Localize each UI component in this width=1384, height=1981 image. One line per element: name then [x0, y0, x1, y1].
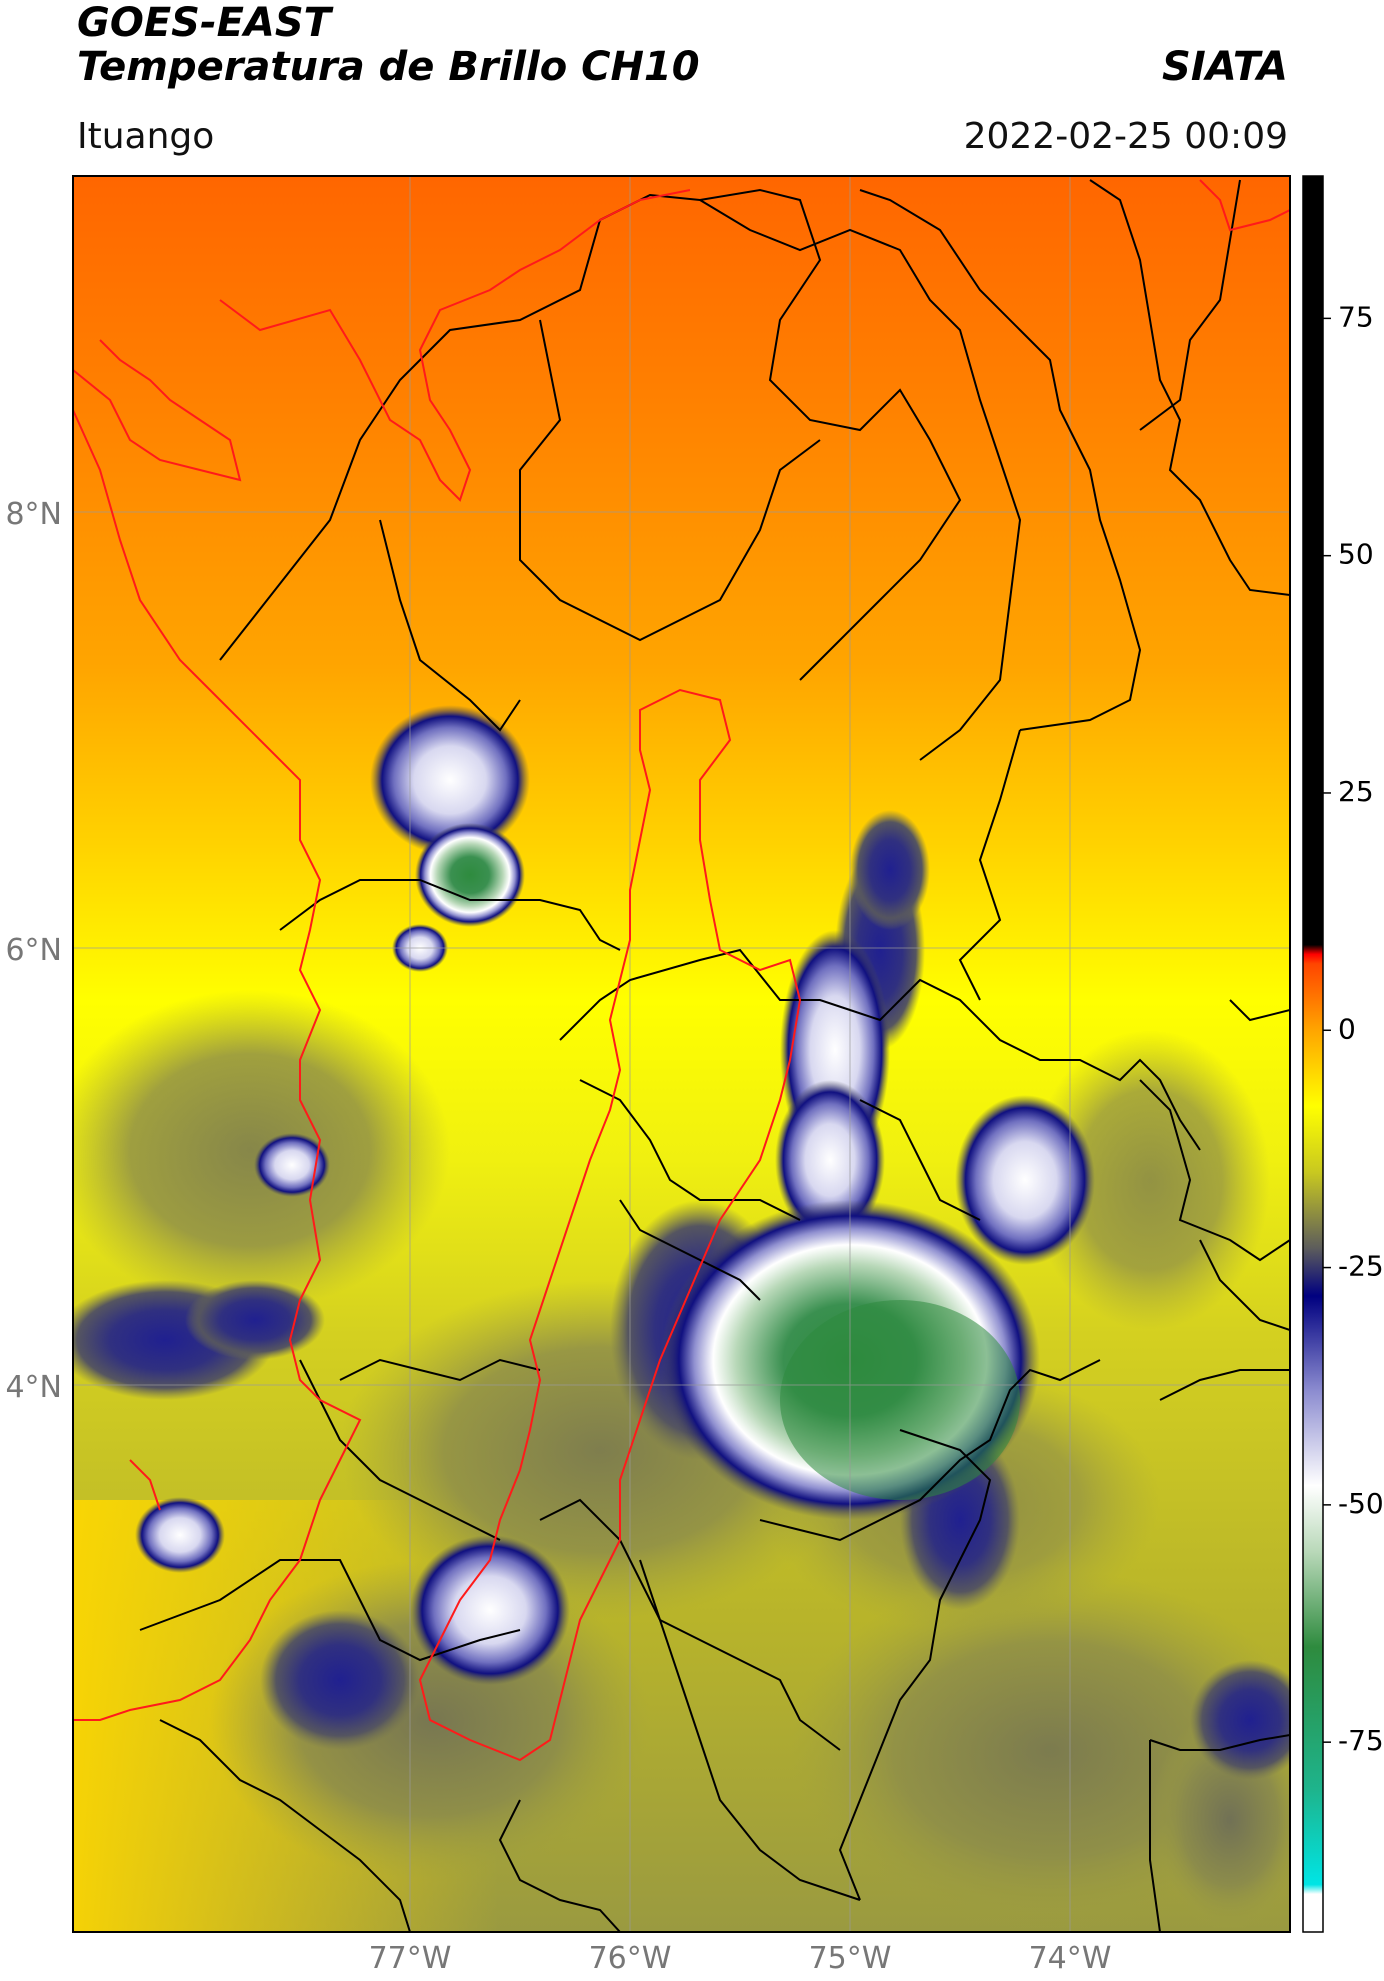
- colorbar-ticks: 75 50 25 0 -25 -50 -75: [1323, 300, 1384, 1757]
- colorbar-tick-0: 0: [1323, 1012, 1356, 1045]
- colorbar-tick-25: 25: [1323, 775, 1374, 808]
- colorbar-tick-minus25: -25: [1323, 1250, 1384, 1283]
- lon-tick-76w: 76°W: [589, 1941, 672, 1976]
- lat-tick-4n: 4°N: [5, 1370, 62, 1405]
- svg-text:-50: -50: [1338, 1487, 1384, 1520]
- lon-tick-74w: 74°W: [1029, 1941, 1112, 1976]
- colorbar-tick-minus50: -50: [1323, 1487, 1384, 1520]
- product-title: Temperatura de Brillo CH10: [77, 44, 700, 90]
- lat-tick-8n: 8°N: [5, 497, 62, 532]
- antioquia-boundary: [418, 688, 802, 1762]
- coastline: [73, 179, 1290, 1721]
- colorbar-tick-75: 75: [1323, 300, 1374, 333]
- satellite-title: GOES-EAST: [77, 0, 331, 46]
- eastern-storm-cell: [955, 1095, 1095, 1265]
- datetime-label: 2022-02-25 00:09: [963, 116, 1288, 157]
- colorbar-tick-minus75: -75: [1323, 1724, 1384, 1757]
- svg-text:-25: -25: [1338, 1250, 1384, 1283]
- latitude-labels: 8°N 6°N 4°N: [5, 497, 62, 1405]
- svg-text:50: 50: [1338, 538, 1374, 571]
- gridlines: [73, 176, 1290, 1932]
- colorbar: 75 50 25 0 -25 -50 -75: [1302, 175, 1384, 1933]
- svg-text:0: 0: [1338, 1012, 1356, 1045]
- longitude-labels: 77°W 76°W 75°W 74°W: [369, 1941, 1112, 1976]
- colorbar-tick-50: 50: [1323, 538, 1374, 571]
- brand-label: SIATA: [1162, 44, 1288, 90]
- lon-tick-75w: 75°W: [809, 1941, 892, 1976]
- department-borders: [139, 179, 1290, 1932]
- location-label: Ituango: [77, 116, 215, 157]
- southern-storm-cell: [410, 1535, 570, 1685]
- map-frame: [72, 175, 1291, 1933]
- lat-tick-6n: 6°N: [5, 933, 62, 968]
- svg-text:75: 75: [1338, 300, 1374, 333]
- svg-text:-75: -75: [1338, 1724, 1384, 1757]
- svg-text:25: 25: [1338, 775, 1374, 808]
- map-area: [73, 176, 1290, 1932]
- colorbar-ramp: [1302, 175, 1324, 1933]
- lon-tick-77w: 77°W: [369, 1941, 452, 1976]
